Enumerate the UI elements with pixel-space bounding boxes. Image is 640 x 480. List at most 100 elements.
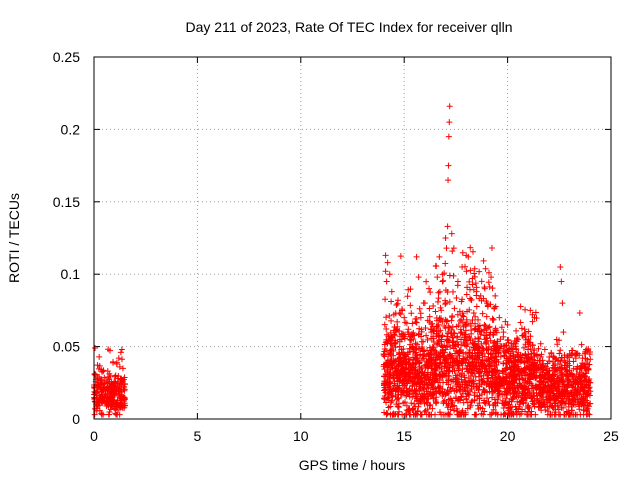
data-point xyxy=(413,373,420,380)
x-tick-label: 25 xyxy=(603,428,619,444)
data-point xyxy=(523,395,530,402)
data-point xyxy=(479,357,486,364)
data-point xyxy=(524,379,531,386)
data-point xyxy=(554,375,561,382)
data-point xyxy=(492,353,499,360)
data-point xyxy=(531,347,538,354)
data-point xyxy=(521,326,528,333)
data-point xyxy=(513,327,520,334)
data-point xyxy=(412,378,419,385)
data-point xyxy=(566,411,573,418)
data-point xyxy=(486,411,493,418)
data-point xyxy=(494,367,501,374)
data-point xyxy=(121,386,128,393)
data-point xyxy=(435,289,442,296)
data-point xyxy=(453,294,460,301)
data-point xyxy=(527,376,534,383)
data-point xyxy=(463,393,470,400)
data-point xyxy=(426,305,433,312)
data-point xyxy=(538,386,545,393)
data-point xyxy=(486,383,493,390)
data-point xyxy=(467,295,474,302)
data-point xyxy=(475,386,482,393)
data-point xyxy=(447,359,454,366)
data-point xyxy=(383,399,390,406)
data-point xyxy=(481,327,488,334)
y-tick-label: 0.25 xyxy=(53,49,80,65)
data-point xyxy=(418,345,425,352)
data-point xyxy=(479,310,486,317)
data-point xyxy=(96,353,103,360)
data-point xyxy=(110,397,117,404)
data-point xyxy=(449,403,456,410)
data-point xyxy=(528,408,535,415)
data-point xyxy=(433,394,440,401)
data-point xyxy=(503,371,510,378)
data-point xyxy=(468,358,475,365)
data-point xyxy=(574,379,581,386)
data-point xyxy=(423,399,430,406)
data-point xyxy=(548,349,555,356)
data-point xyxy=(478,278,485,285)
data-point xyxy=(385,404,392,411)
data-point xyxy=(480,257,487,264)
data-point xyxy=(455,359,462,366)
data-point xyxy=(517,384,524,391)
data-point xyxy=(489,285,496,292)
data-point xyxy=(471,265,478,272)
data-point xyxy=(457,336,464,343)
data-point xyxy=(458,329,465,336)
data-point xyxy=(400,354,407,361)
data-point xyxy=(119,365,126,372)
data-point xyxy=(545,375,552,382)
data-point xyxy=(384,340,391,347)
data-point xyxy=(454,375,461,382)
data-point xyxy=(430,389,437,396)
data-point xyxy=(460,313,467,320)
data-point xyxy=(549,358,556,365)
data-point xyxy=(558,354,565,361)
data-point xyxy=(512,394,519,401)
data-point xyxy=(385,351,392,358)
data-point xyxy=(456,317,463,324)
data-point xyxy=(429,384,436,391)
data-point xyxy=(424,372,431,379)
data-point xyxy=(461,340,468,347)
data-point xyxy=(419,394,426,401)
data-point xyxy=(521,344,527,351)
y-axis-label: ROTI / TECUs xyxy=(6,193,22,283)
data-point xyxy=(385,337,392,344)
data-point xyxy=(513,335,520,342)
data-point xyxy=(485,269,492,276)
data-point xyxy=(445,400,452,407)
data-point xyxy=(489,394,496,401)
data-point xyxy=(462,377,469,384)
data-point xyxy=(446,298,453,305)
data-point xyxy=(404,293,411,300)
data-point xyxy=(380,352,387,359)
data-point xyxy=(568,352,575,359)
data-point xyxy=(103,384,110,391)
data-point xyxy=(519,332,526,339)
data-point xyxy=(455,365,462,372)
data-point xyxy=(456,308,463,315)
data-point xyxy=(545,383,552,390)
data-point xyxy=(414,411,421,418)
data-point xyxy=(540,366,547,373)
data-point xyxy=(453,323,460,330)
data-point xyxy=(577,400,584,407)
data-point xyxy=(388,347,395,354)
data-point xyxy=(456,386,463,393)
data-point xyxy=(460,399,467,406)
data-point xyxy=(483,395,490,402)
data-point xyxy=(570,358,577,365)
data-point xyxy=(410,348,417,355)
data-point xyxy=(432,308,439,315)
data-point xyxy=(492,292,499,299)
data-point xyxy=(488,388,495,395)
data-point xyxy=(397,361,404,368)
data-point xyxy=(528,394,535,401)
data-point xyxy=(407,374,414,381)
data-point xyxy=(586,375,593,382)
data-point xyxy=(447,344,454,351)
